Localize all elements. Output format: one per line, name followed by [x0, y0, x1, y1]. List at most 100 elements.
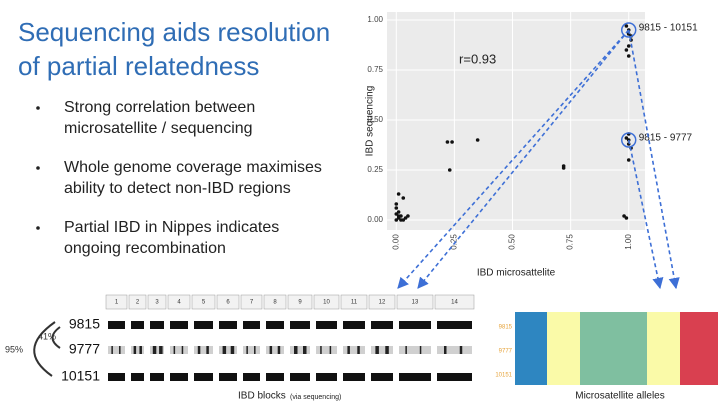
- relation-arc: [51, 326, 61, 349]
- x-tick-label: 0.50: [508, 234, 517, 250]
- ibd-block: [119, 346, 121, 354]
- ibd-block: [170, 373, 188, 381]
- panel-caption: Microsatellite alleles: [575, 391, 664, 402]
- ibd-block: [371, 373, 393, 381]
- point: [624, 24, 629, 28]
- point: [626, 44, 631, 48]
- ibd-block: [197, 346, 201, 354]
- x-tick-label: 0.25: [450, 234, 459, 250]
- plot-background: [387, 12, 645, 230]
- chromosome-label: 14: [451, 300, 458, 306]
- chromosome-label: 13: [412, 300, 419, 306]
- chromosome-label: 5: [202, 300, 206, 306]
- ibd-block: [385, 346, 389, 354]
- chromosome-header: [105, 294, 128, 310]
- allele-block: [680, 312, 718, 385]
- point: [626, 158, 631, 162]
- chromosome-header: [240, 294, 263, 310]
- x-tick-label: 1.00: [624, 234, 633, 250]
- point: [624, 216, 629, 220]
- point: [396, 192, 401, 196]
- point: [396, 210, 401, 214]
- chromosome-label: 10: [323, 300, 330, 306]
- ibd-block: [243, 321, 260, 329]
- chromosome-label: 8: [273, 300, 277, 306]
- ibd-block: [150, 321, 164, 329]
- chromosome-label: 1: [115, 300, 119, 306]
- ibd-block: [343, 321, 365, 329]
- non-ibd-block: [219, 346, 237, 354]
- relatedness-label: 95%: [5, 344, 23, 354]
- bullet-text: Partial IBD in Nippes indicates: [64, 219, 279, 236]
- bullet-dot: [36, 106, 40, 110]
- chromosome-label: 11: [351, 300, 358, 306]
- point: [447, 168, 452, 172]
- ibd-block: [357, 346, 360, 354]
- non-ibd-block: [170, 346, 188, 354]
- y-tick-label: 1.00: [367, 15, 383, 24]
- chromosome-header: [147, 294, 167, 310]
- y-tick-label: 0.75: [367, 65, 383, 74]
- ibd-block: [277, 346, 281, 354]
- ibd-block: [399, 373, 431, 381]
- arrow: [627, 139, 664, 290]
- ibd-block: [329, 346, 332, 354]
- arrow: [627, 29, 680, 290]
- x-axis-label: IBD microsattelite: [477, 268, 556, 279]
- ibd-block: [131, 373, 144, 381]
- ibd-block: [375, 346, 379, 354]
- chromosome-label: 4: [177, 300, 181, 306]
- ibd-block: [437, 321, 472, 329]
- allele-block: [647, 312, 680, 385]
- non-ibd-block: [437, 346, 472, 354]
- x-tick-label: 0.00: [391, 234, 400, 250]
- non-ibd-block: [150, 346, 164, 354]
- ibd-block: [170, 321, 188, 329]
- ibd-block: [246, 346, 248, 354]
- annotation: 9815 - 10151: [639, 23, 698, 34]
- ibd-block: [131, 321, 144, 329]
- ibd-block: [219, 321, 237, 329]
- point: [394, 202, 399, 206]
- bullet-text: microsatellite / sequencing: [64, 120, 253, 137]
- annotation: 9815 - 9777: [639, 133, 693, 144]
- chromosome-header: [434, 294, 475, 310]
- chromosome-header: [313, 294, 340, 310]
- ibd-block: [290, 321, 310, 329]
- ibd-block: [108, 321, 125, 329]
- bullet-text: Whole genome coverage maximises: [64, 159, 322, 176]
- sample-label: 9777: [69, 341, 100, 357]
- point: [475, 138, 480, 142]
- chromosome-label: 12: [379, 300, 386, 306]
- chromosome-label: 9: [298, 300, 302, 306]
- ibd-block: [347, 346, 350, 354]
- slide-title: of partial relatedness: [18, 51, 259, 81]
- chromosome-header: [128, 294, 147, 310]
- allele-row-label: 9777: [499, 349, 513, 355]
- ibd-block: [399, 321, 431, 329]
- ibd-block: [108, 373, 125, 381]
- point: [445, 140, 450, 144]
- allele-block: [547, 312, 580, 385]
- ibd-block: [173, 346, 176, 354]
- ibd-block: [152, 346, 157, 354]
- x-tick-label: 0.75: [566, 234, 575, 250]
- bullet-text: ability to detect non-IBD regions: [64, 180, 291, 197]
- ibd-block: [320, 346, 322, 354]
- non-ibd-block: [131, 346, 144, 354]
- ibd-block: [181, 346, 184, 354]
- ibd-block: [150, 373, 164, 381]
- point: [401, 196, 406, 200]
- point: [406, 214, 410, 218]
- point: [396, 214, 401, 218]
- ibd-block: [243, 373, 260, 381]
- ibd-block: [419, 346, 422, 354]
- y-tick-label: 0.50: [367, 115, 383, 124]
- non-ibd-block: [371, 346, 393, 354]
- ibd-block: [316, 321, 337, 329]
- sample-label: 10151: [61, 368, 100, 384]
- relatedness-label: 41%: [38, 331, 56, 341]
- ibd-block: [230, 346, 235, 354]
- ibd-block: [266, 321, 284, 329]
